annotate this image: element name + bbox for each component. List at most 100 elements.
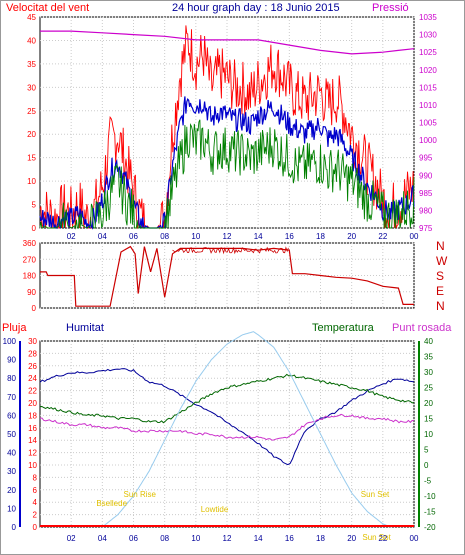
wind-series bbox=[39, 25, 415, 230]
wind-x-tick: 04 bbox=[98, 232, 107, 241]
pressure-y-tick: 975 bbox=[419, 224, 433, 233]
wind-x-tick: 20 bbox=[347, 232, 356, 241]
rain-y-tick: 10 bbox=[28, 461, 37, 470]
rain-y-tick: 28 bbox=[28, 349, 37, 358]
pressure-y-tick: 1030 bbox=[419, 31, 437, 40]
wind-x-tick: 00 bbox=[410, 232, 419, 241]
temp-y-tick: 40 bbox=[424, 337, 433, 346]
climate-series bbox=[39, 331, 415, 528]
humidity-y-tick: 10 bbox=[7, 504, 16, 513]
temp-y-tick: 25 bbox=[424, 384, 433, 393]
climate-x-tick: 14 bbox=[254, 534, 263, 543]
wind-y-tick: 5 bbox=[32, 201, 37, 210]
wind-x-tick: 22 bbox=[378, 232, 387, 241]
rain-y-tick: 26 bbox=[28, 362, 37, 371]
wind-y-tick: 15 bbox=[27, 154, 36, 163]
climate-x-axis: 02 04 06 08 10 12 14 16 18 20 22 00 bbox=[67, 534, 419, 543]
climate-x-tick: 06 bbox=[129, 534, 138, 543]
temp-y-tick: -10 bbox=[424, 492, 436, 501]
direction-y-tick: 180 bbox=[23, 272, 37, 281]
pressure-title: Pressió bbox=[372, 2, 409, 14]
graph-date-title: 24 hour graph day : 18 Junio 2015 bbox=[172, 2, 340, 14]
wind-y-tick: 40 bbox=[27, 36, 36, 45]
humidity-y-tick: 70 bbox=[7, 393, 16, 402]
rain-y-tick: 20 bbox=[28, 399, 37, 408]
wind-title: Velocitat del vent bbox=[6, 2, 89, 14]
temp-y-tick: -15 bbox=[424, 508, 436, 517]
climate-x-tick: 10 bbox=[191, 534, 200, 543]
humidity-y-tick: 50 bbox=[7, 430, 16, 439]
pressure-y-tick: 995 bbox=[419, 154, 433, 163]
direction-jitter bbox=[172, 246, 289, 255]
direction-series bbox=[40, 245, 414, 307]
humidity-y-tick: 20 bbox=[7, 486, 16, 495]
wind-x-tick: 16 bbox=[285, 232, 294, 241]
wind-x-tick: 14 bbox=[254, 232, 263, 241]
compass-label: S bbox=[436, 269, 444, 283]
wind-x-tick: 12 bbox=[223, 232, 232, 241]
direction-y-tick: 90 bbox=[27, 288, 36, 297]
climate-x-tick: 02 bbox=[67, 534, 76, 543]
humidity-y-tick: 100 bbox=[3, 337, 17, 346]
sun-label-dusk: Sun Sot bbox=[362, 533, 391, 542]
legend-temperatura: Temperatura bbox=[312, 322, 375, 334]
direction-y-axis: 0 90 180 270 360 bbox=[23, 239, 37, 313]
legend-punt-rosada: Punt rosada bbox=[392, 322, 452, 334]
compass-label: N bbox=[436, 239, 445, 253]
humidity-y-tick: 80 bbox=[7, 374, 16, 383]
wind-x-tick: 08 bbox=[160, 232, 169, 241]
wind-x-axis: 02 04 06 08 10 12 14 16 18 20 22 00 bbox=[67, 232, 419, 241]
pressure-y-tick: 1005 bbox=[419, 119, 437, 128]
rain-y-tick: 18 bbox=[28, 411, 37, 420]
climate-x-tick: 20 bbox=[347, 534, 356, 543]
pressure-y-axis: 975 980 985 990 995 1000 1005 1010 1015 1020 1025 1… bbox=[419, 13, 437, 233]
temp-y-tick: 10 bbox=[424, 430, 433, 439]
gust-line bbox=[39, 25, 415, 230]
rain-y-tick: 22 bbox=[28, 387, 37, 396]
wind-y-tick: 25 bbox=[27, 107, 36, 116]
avg-wind-line bbox=[39, 96, 415, 230]
temp-y-tick: 35 bbox=[424, 353, 433, 362]
compass-label: E bbox=[436, 284, 444, 298]
rain-y-tick: 30 bbox=[28, 337, 37, 346]
wind-x-tick: 02 bbox=[67, 232, 76, 241]
wind-x-tick: 06 bbox=[129, 232, 138, 241]
rain-y-tick: 14 bbox=[28, 436, 37, 445]
climate-x-tick: 12 bbox=[223, 534, 232, 543]
humidity-line bbox=[39, 368, 415, 466]
climate-x-tick: 16 bbox=[285, 534, 294, 543]
compass-label: W bbox=[436, 254, 448, 268]
humidity-y-axis: 0 10 20 30 40 50 60 70 80 90 100 bbox=[3, 337, 21, 532]
rain-y-tick: 24 bbox=[28, 374, 37, 383]
pressure-y-tick: 985 bbox=[419, 189, 433, 198]
wind-y-tick: 30 bbox=[27, 83, 36, 92]
temperature-y-axis: -20 -15 -10 -5 0 5 10 15 20 25 30 35 40 bbox=[418, 337, 436, 532]
temperature-line bbox=[39, 373, 415, 424]
temp-y-tick: 20 bbox=[424, 399, 433, 408]
rain-y-tick: 0 bbox=[33, 523, 38, 532]
temp-y-tick: 5 bbox=[424, 446, 429, 455]
legend-pluja: Pluja bbox=[2, 322, 27, 334]
pressure-y-tick: 1000 bbox=[419, 136, 437, 145]
climate-x-tick: 04 bbox=[98, 534, 107, 543]
direction-y-tick: 360 bbox=[23, 239, 37, 248]
temp-y-tick: 15 bbox=[424, 415, 433, 424]
climate-x-tick: 00 bbox=[410, 534, 419, 543]
wind-y-tick: 10 bbox=[27, 177, 36, 186]
wind-y-tick: 45 bbox=[27, 13, 36, 22]
rain-y-tick: 12 bbox=[28, 449, 37, 458]
pressure-line bbox=[40, 30, 415, 55]
wind-y-tick: 35 bbox=[27, 60, 36, 69]
rain-y-tick: 16 bbox=[28, 424, 37, 433]
pressure-y-tick: 1020 bbox=[419, 66, 437, 75]
climate-x-tick: 08 bbox=[160, 534, 169, 543]
climate-x-tick: 18 bbox=[316, 534, 325, 543]
wind-x-tick: 18 bbox=[316, 232, 325, 241]
rain-y-tick: 4 bbox=[33, 498, 38, 507]
